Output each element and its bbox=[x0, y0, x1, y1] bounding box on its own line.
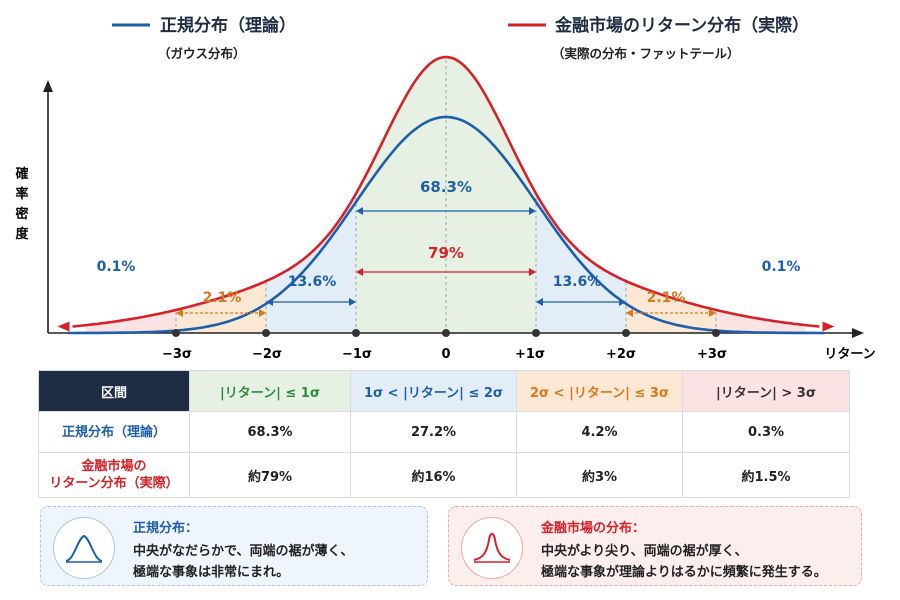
tick-label-p1: +1σ bbox=[515, 347, 545, 362]
tick-label-m3: −3σ bbox=[162, 347, 192, 362]
table-header-cell: 2σ < |リターン| ≤ 3σ bbox=[516, 370, 683, 412]
y-label-2: 率 bbox=[15, 186, 28, 202]
table-header-cell: 1σ < |リターン| ≤ 2σ bbox=[350, 370, 517, 412]
normal-curve bbox=[68, 115, 824, 335]
table-cell: 約1.5% bbox=[682, 452, 850, 498]
tick-label-m2: −2σ bbox=[252, 347, 282, 362]
table-cell: 約3% bbox=[516, 452, 683, 498]
table-header-cell: 区間 bbox=[38, 370, 190, 412]
tick-label-p2: +2σ bbox=[606, 347, 636, 362]
bell-curve-icon bbox=[53, 517, 115, 579]
y-label-3: 密 bbox=[14, 206, 28, 222]
market-curve bbox=[72, 55, 820, 328]
y-label-4: 度 bbox=[15, 226, 29, 242]
market-note-box: 金融市場の分布： 中央がより尖り、両端の裾が厚く、 極端な事象が理論よりはるかに… bbox=[448, 506, 862, 586]
table-cell: 約16% bbox=[350, 452, 517, 498]
sigma-gridlines bbox=[175, 60, 717, 333]
range-arrow bbox=[626, 309, 716, 317]
tick-label-m1: −1σ bbox=[342, 347, 372, 362]
row-label-market-line2: リターン分布（実際） bbox=[49, 476, 179, 491]
table-cell: 27.2% bbox=[350, 411, 517, 453]
market-legend-sub: （実際の分布・ファットテール） bbox=[552, 46, 740, 61]
market-note-line1: 中央がより尖り、両端の裾が厚く、 bbox=[541, 544, 748, 559]
tick-dot bbox=[442, 329, 450, 337]
tick-dot bbox=[622, 329, 630, 337]
band2-left-pct: 13.6% bbox=[288, 274, 337, 290]
table-row: 正規分布（理論） 68.3% 27.2% 4.2% 0.3% bbox=[38, 411, 850, 453]
range-arrow bbox=[356, 207, 536, 215]
center-market-pct: 79% bbox=[428, 244, 464, 262]
y-label-1: 確 bbox=[15, 166, 28, 182]
normal-legend-sub: （ガウス分布） bbox=[158, 46, 246, 61]
band3-left-pct: 2.1% bbox=[203, 290, 242, 306]
row-label-market: 金融市場の リターン分布（実際） bbox=[38, 452, 190, 498]
normal-note-title: 正規分布： bbox=[133, 521, 199, 536]
table-cell: 68.3% bbox=[189, 411, 351, 453]
market-curve-arrow-right bbox=[822, 321, 835, 332]
normal-legend-title: 正規分布（理論） bbox=[160, 15, 296, 36]
table-header-row: 区間 |リターン| ≤ 1σ 1σ < |リターン| ≤ 2σ 2σ < |リタ… bbox=[38, 370, 850, 412]
band-3sigma-left bbox=[176, 281, 266, 333]
market-legend-title: 金融市場のリターン分布（実際） bbox=[554, 15, 809, 36]
distribution-chart: 確 率 密 度 −3σ −2σ −1σ 0 +1σ +2σ +3σ リターン 正… bbox=[14, 15, 875, 362]
normal-note-box: 正規分布： 中央がなだらかで、両端の裾が薄く、 極端な事象は非常にまれ。 bbox=[40, 506, 428, 586]
table-cell: 0.3% bbox=[682, 411, 850, 453]
tail-left-pct: 0.1% bbox=[97, 259, 136, 275]
tick-dot bbox=[352, 329, 360, 337]
tick-label-0: 0 bbox=[441, 347, 450, 362]
tick-dot bbox=[712, 329, 720, 337]
tick-dot bbox=[172, 329, 180, 337]
center-normal-pct: 68.3% bbox=[420, 178, 472, 196]
range-arrows bbox=[176, 207, 716, 317]
table-row: 金融市場の リターン分布（実際） 約79% 約16% 約3% 約1.5% bbox=[38, 452, 850, 498]
range-arrow bbox=[536, 298, 626, 306]
market-note-title: 金融市場の分布： bbox=[541, 521, 646, 536]
tick-label-p3: +3σ bbox=[697, 347, 727, 362]
range-arrow bbox=[176, 309, 266, 317]
band2-right-pct: 13.6% bbox=[553, 274, 602, 290]
band3-right-pct: 2.1% bbox=[647, 290, 686, 306]
peaked-curve-icon bbox=[461, 517, 523, 579]
comparison-table: 区間 |リターン| ≤ 1σ 1σ < |リターン| ≤ 2σ 2σ < |リタ… bbox=[38, 370, 850, 498]
table-cell: 4.2% bbox=[516, 411, 683, 453]
market-curve-arrow-left bbox=[57, 321, 70, 332]
table-cell: 約79% bbox=[189, 452, 351, 498]
tick-dot bbox=[532, 329, 540, 337]
axis-tick-dots bbox=[172, 329, 720, 337]
band-3sigma-right bbox=[626, 281, 716, 333]
table-header-cell: |リターン| > 3σ bbox=[682, 370, 850, 412]
x-axis-arrow bbox=[852, 328, 864, 338]
row-label-market-line1: 金融市場の bbox=[81, 459, 147, 474]
x-axis-label: リターン bbox=[824, 347, 875, 362]
table-header-cell: |リターン| ≤ 1σ bbox=[189, 370, 351, 412]
market-note-line2: 極端な事象が理論よりはるかに頻繁に発生する。 bbox=[541, 565, 827, 580]
row-label-normal: 正規分布（理論） bbox=[38, 411, 190, 453]
normal-note-line1: 中央がなだらかで、両端の裾が薄く、 bbox=[133, 544, 354, 559]
range-arrow bbox=[356, 268, 536, 276]
range-arrow bbox=[266, 298, 356, 306]
tail-right-pct: 0.1% bbox=[762, 259, 801, 275]
y-axis-arrow bbox=[43, 80, 53, 92]
normal-note-line2: 極端な事象は非常にまれ。 bbox=[133, 565, 290, 580]
tick-dot bbox=[262, 329, 270, 337]
